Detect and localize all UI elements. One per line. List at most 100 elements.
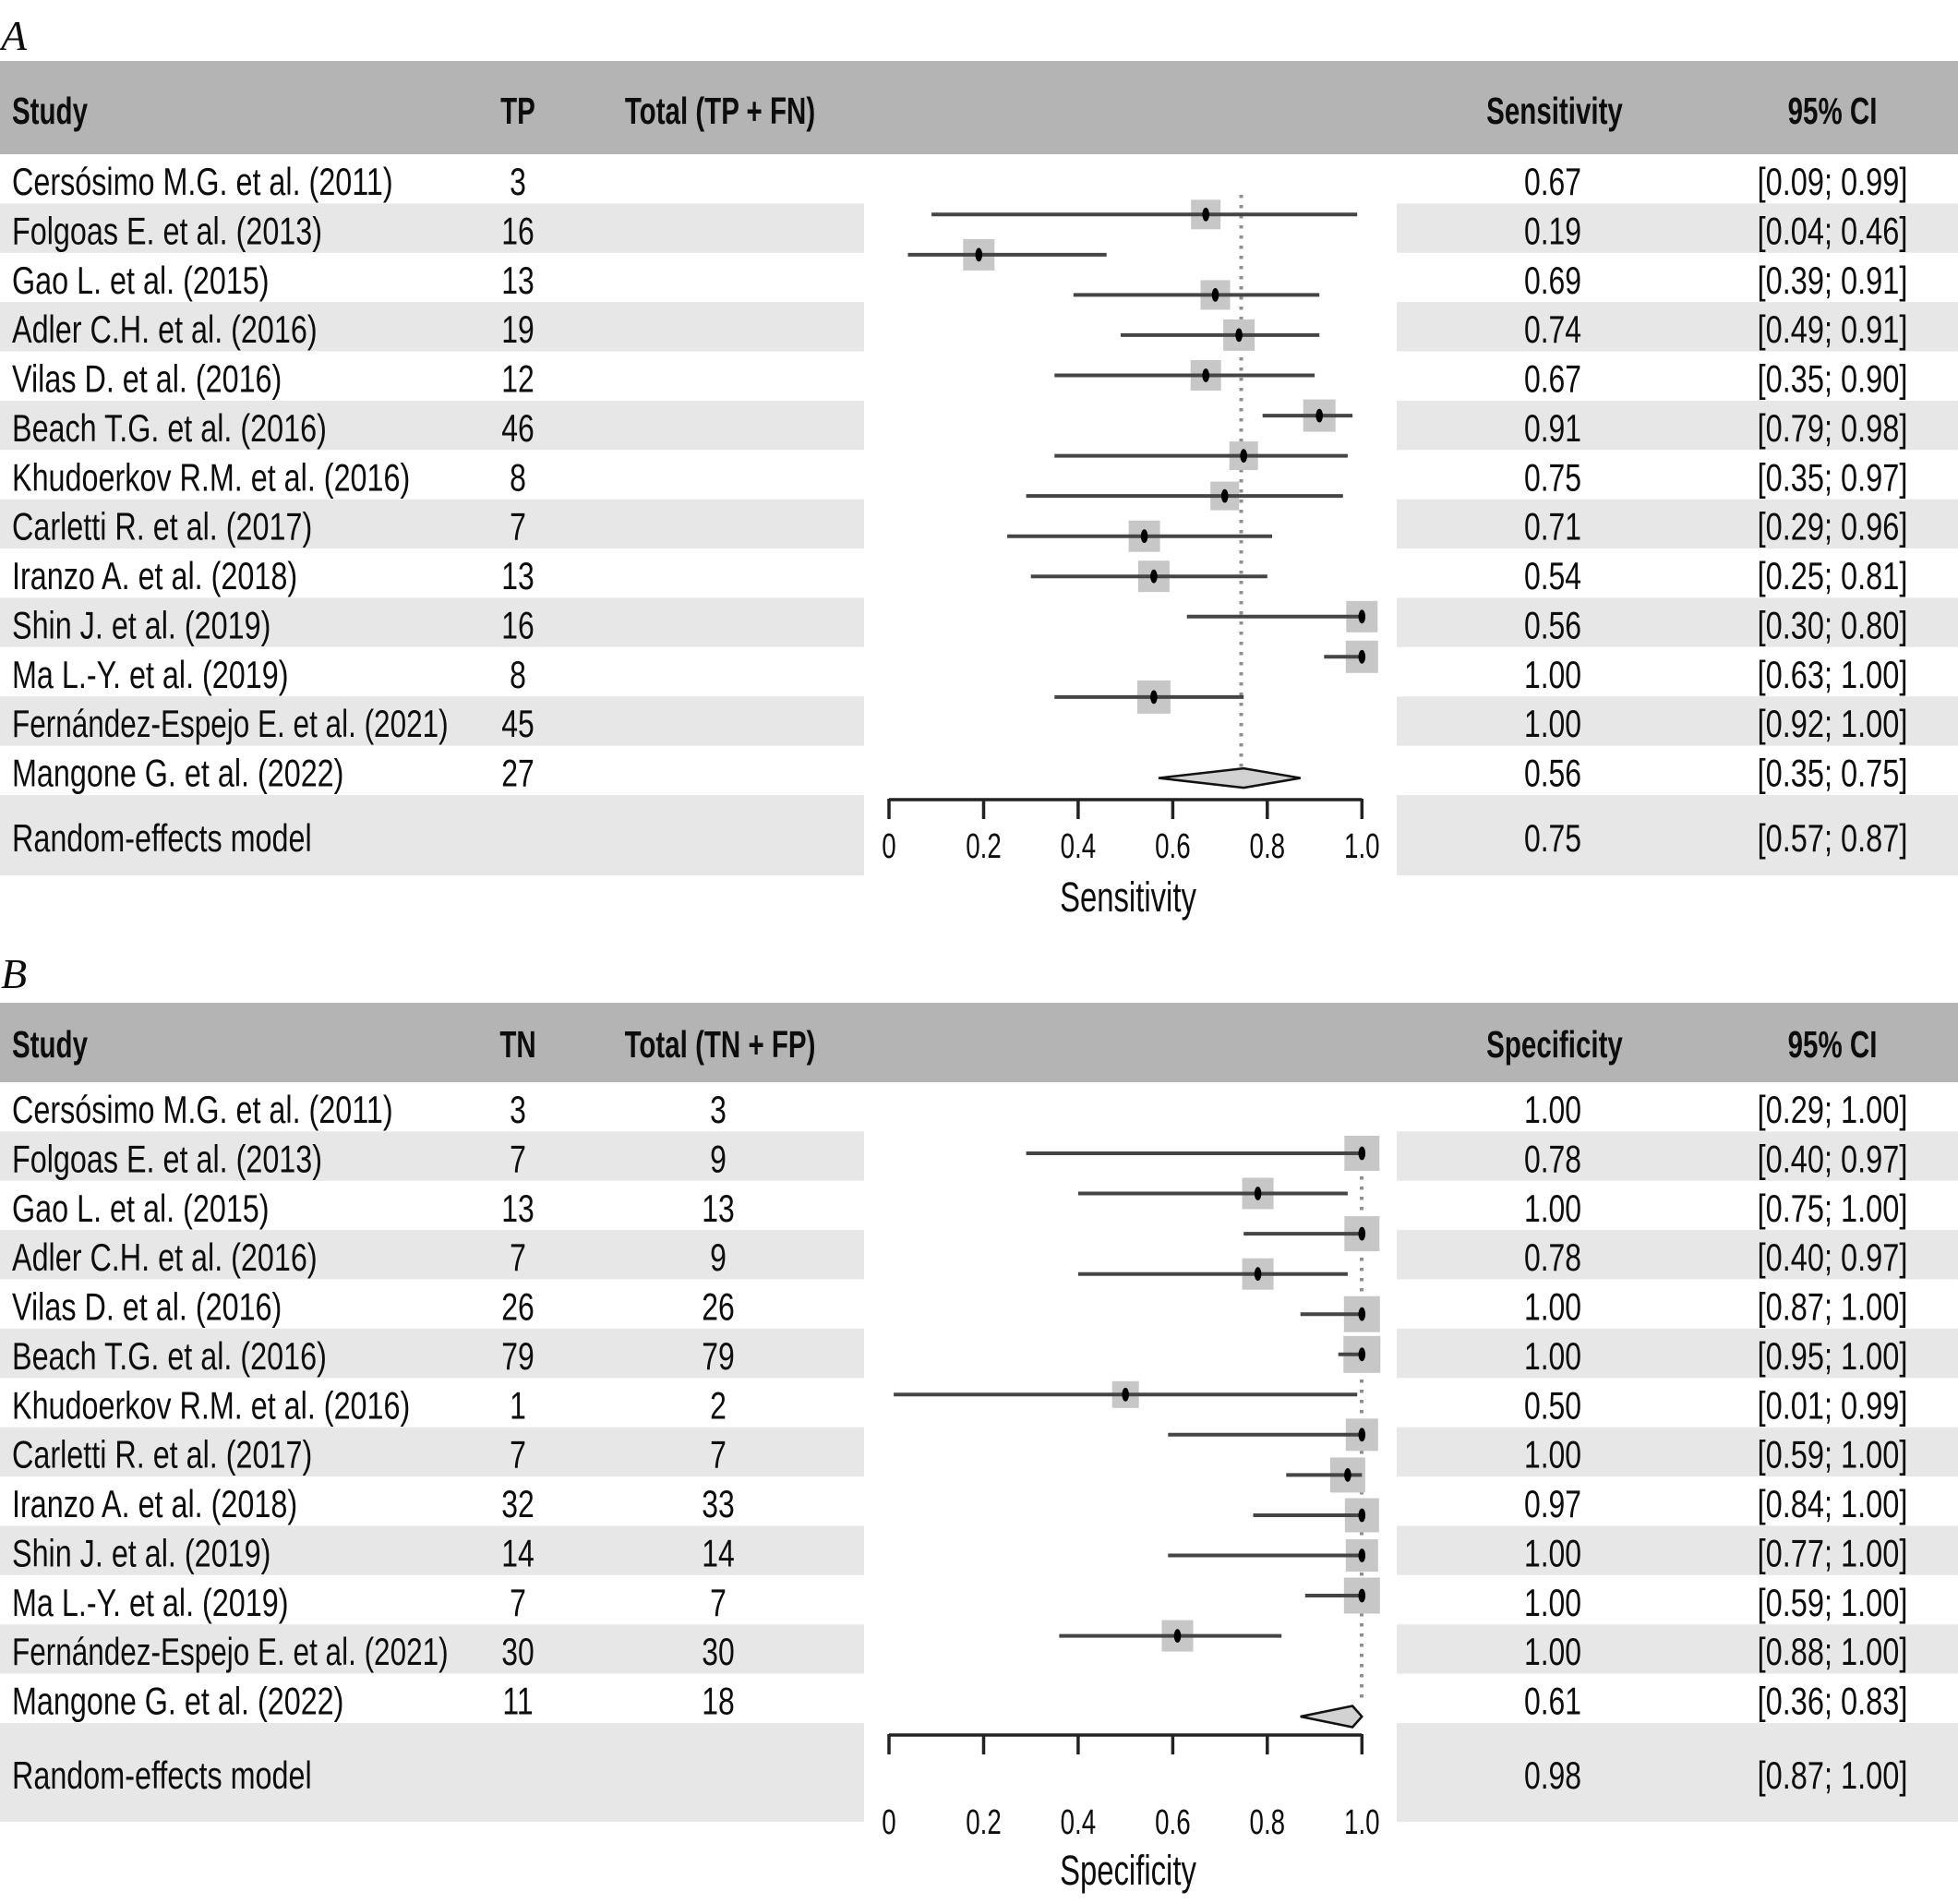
svg-text:Carletti R. et al. (2017): Carletti R. et al. (2017) (12, 505, 312, 548)
svg-text:[0.87; 1.00]: [0.87; 1.00] (1758, 1284, 1908, 1328)
svg-text:Vilas D. et al. (2016): Vilas D. et al. (2016) (12, 1284, 282, 1328)
svg-text:Khudoerkov R.M. et al. (2016): Khudoerkov R.M. et al. (2016) (12, 1383, 410, 1427)
svg-text:0.6: 0.6 (1155, 827, 1191, 866)
svg-text:Specificity: Specificity (1060, 1848, 1196, 1894)
svg-text:[0.29; 0.96]: [0.29; 0.96] (1758, 505, 1908, 548)
svg-text:13: 13 (501, 259, 535, 302)
svg-text:Gao L. et al. (2015): Gao L. et al. (2015) (12, 1187, 270, 1230)
svg-text:Ma L.-Y. et al. (2019): Ma L.-Y. et al. (2019) (12, 653, 289, 696)
svg-text:7: 7 (510, 1581, 526, 1624)
svg-text:0: 0 (882, 1803, 895, 1842)
svg-text:30: 30 (702, 1630, 735, 1673)
svg-text:14: 14 (501, 1531, 535, 1574)
svg-text:33: 33 (702, 1482, 735, 1525)
svg-text:12: 12 (501, 356, 535, 400)
svg-text:Beach T.G. et al. (2016): Beach T.G. et al. (2016) (12, 406, 327, 450)
svg-text:0.69: 0.69 (1524, 259, 1581, 302)
svg-text:0.67: 0.67 (1524, 160, 1581, 203)
svg-text:[0.95; 1.00]: [0.95; 1.00] (1758, 1334, 1908, 1378)
svg-text:1.00: 1.00 (1524, 653, 1581, 696)
svg-text:0.56: 0.56 (1524, 751, 1581, 794)
svg-text:[0.30; 0.80]: [0.30; 0.80] (1758, 603, 1908, 646)
svg-text:0.98: 0.98 (1524, 1753, 1581, 1797)
svg-text:9: 9 (710, 1137, 727, 1180)
svg-text:0.97: 0.97 (1524, 1482, 1581, 1525)
svg-text:0.78: 0.78 (1524, 1235, 1581, 1279)
svg-text:[0.01; 0.99]: [0.01; 0.99] (1758, 1383, 1908, 1427)
svg-text:1.00: 1.00 (1524, 1187, 1581, 1230)
svg-text:13: 13 (501, 1187, 535, 1230)
svg-text:7: 7 (510, 1235, 526, 1279)
svg-text:3: 3 (510, 160, 526, 203)
svg-text:30: 30 (501, 1630, 535, 1673)
svg-text:1.00: 1.00 (1524, 1531, 1581, 1574)
svg-text:0.50: 0.50 (1524, 1383, 1581, 1427)
svg-text:[0.59; 1.00]: [0.59; 1.00] (1758, 1581, 1908, 1624)
svg-text:Mangone G. et al. (2022): Mangone G. et al. (2022) (12, 1680, 343, 1723)
svg-text:Mangone G. et al. (2022): Mangone G. et al. (2022) (12, 752, 343, 795)
svg-text:0.71: 0.71 (1524, 504, 1581, 548)
svg-text:0.75: 0.75 (1524, 455, 1581, 499)
svg-text:0.74: 0.74 (1524, 307, 1581, 351)
svg-text:0.75: 0.75 (1524, 816, 1581, 860)
svg-text:[0.35; 0.90]: [0.35; 0.90] (1758, 356, 1908, 400)
svg-text:Vilas D. et al. (2016): Vilas D. et al. (2016) (12, 356, 282, 400)
svg-text:[0.39; 0.91]: [0.39; 0.91] (1758, 259, 1908, 302)
svg-text:45: 45 (501, 702, 535, 745)
svg-text:TN: TN (499, 1023, 535, 1066)
svg-text:Shin J. et al. (2019): Shin J. et al. (2019) (12, 1531, 270, 1574)
svg-text:95% CI: 95% CI (1788, 1023, 1878, 1066)
svg-text:Fernández-Espejo E. et al. (20: Fernández-Espejo E. et al. (2021) (12, 702, 449, 746)
svg-text:Folgoas E. et al. (2013): Folgoas E. et al. (2013) (12, 209, 322, 252)
svg-text:7: 7 (510, 1432, 526, 1476)
svg-text:Ma L.-Y. et al. (2019): Ma L.-Y. et al. (2019) (12, 1581, 289, 1624)
svg-text:A: A (0, 12, 28, 59)
svg-text:Sensitivity: Sensitivity (1486, 90, 1623, 132)
svg-text:0.54: 0.54 (1524, 554, 1581, 597)
svg-text:[0.35; 0.75]: [0.35; 0.75] (1758, 752, 1908, 795)
svg-text:Random-effects model: Random-effects model (12, 1753, 312, 1797)
svg-text:1.00: 1.00 (1524, 1088, 1581, 1131)
svg-text:95% CI: 95% CI (1788, 90, 1878, 132)
svg-text:0.4: 0.4 (1061, 1803, 1097, 1842)
svg-text:[0.40; 0.97]: [0.40; 0.97] (1758, 1235, 1908, 1279)
svg-text:Cersósimo M.G. et al. (2011): Cersósimo M.G. et al. (2011) (12, 1088, 393, 1131)
svg-text:1.0: 1.0 (1344, 1803, 1380, 1842)
svg-text:Iranzo A. et al. (2018): Iranzo A. et al. (2018) (12, 554, 297, 597)
svg-text:[0.87; 1.00]: [0.87; 1.00] (1758, 1753, 1908, 1797)
svg-text:0.91: 0.91 (1524, 406, 1581, 450)
svg-text:1.0: 1.0 (1344, 827, 1380, 866)
svg-text:[0.59; 1.00]: [0.59; 1.00] (1758, 1433, 1908, 1476)
svg-text:8: 8 (510, 455, 526, 499)
svg-text:[0.63; 1.00]: [0.63; 1.00] (1758, 653, 1908, 696)
svg-text:11: 11 (502, 1679, 533, 1722)
svg-text:[0.49; 0.91]: [0.49; 0.91] (1758, 307, 1908, 351)
svg-text:Specificity: Specificity (1486, 1023, 1623, 1066)
svg-text:1.00: 1.00 (1524, 1581, 1581, 1624)
svg-text:26: 26 (501, 1284, 535, 1328)
svg-text:[0.09; 0.99]: [0.09; 0.99] (1758, 160, 1908, 203)
svg-text:[0.35; 0.97]: [0.35; 0.97] (1758, 455, 1908, 499)
svg-text:B: B (1, 950, 27, 997)
svg-text:0: 0 (882, 827, 895, 866)
svg-text:Adler C.H. et al. (2016): Adler C.H. et al. (2016) (12, 1235, 318, 1279)
svg-text:Folgoas E. et al. (2013): Folgoas E. et al. (2013) (12, 1137, 322, 1180)
svg-text:Study: Study (12, 1023, 88, 1066)
svg-text:46: 46 (501, 406, 535, 450)
svg-text:Total (TN + FP): Total (TN + FP) (625, 1023, 816, 1066)
svg-text:Total (TP + FN): Total (TP + FN) (625, 90, 815, 132)
svg-text:1.00: 1.00 (1524, 1630, 1581, 1673)
svg-text:0.8: 0.8 (1250, 1803, 1286, 1842)
svg-text:Iranzo A. et al. (2018): Iranzo A. et al. (2018) (12, 1482, 297, 1525)
svg-text:[0.25; 0.81]: [0.25; 0.81] (1758, 554, 1908, 597)
svg-text:TP: TP (500, 90, 535, 132)
svg-text:0.2: 0.2 (966, 827, 1002, 866)
svg-text:Study: Study (12, 90, 88, 132)
svg-text:1.00: 1.00 (1524, 1432, 1581, 1476)
svg-text:1.00: 1.00 (1524, 1334, 1581, 1378)
svg-text:0.78: 0.78 (1524, 1137, 1581, 1180)
svg-text:0.8: 0.8 (1250, 827, 1286, 866)
svg-text:[0.40; 0.97]: [0.40; 0.97] (1758, 1137, 1908, 1180)
svg-text:0.61: 0.61 (1524, 1679, 1581, 1722)
svg-text:8: 8 (510, 653, 526, 696)
